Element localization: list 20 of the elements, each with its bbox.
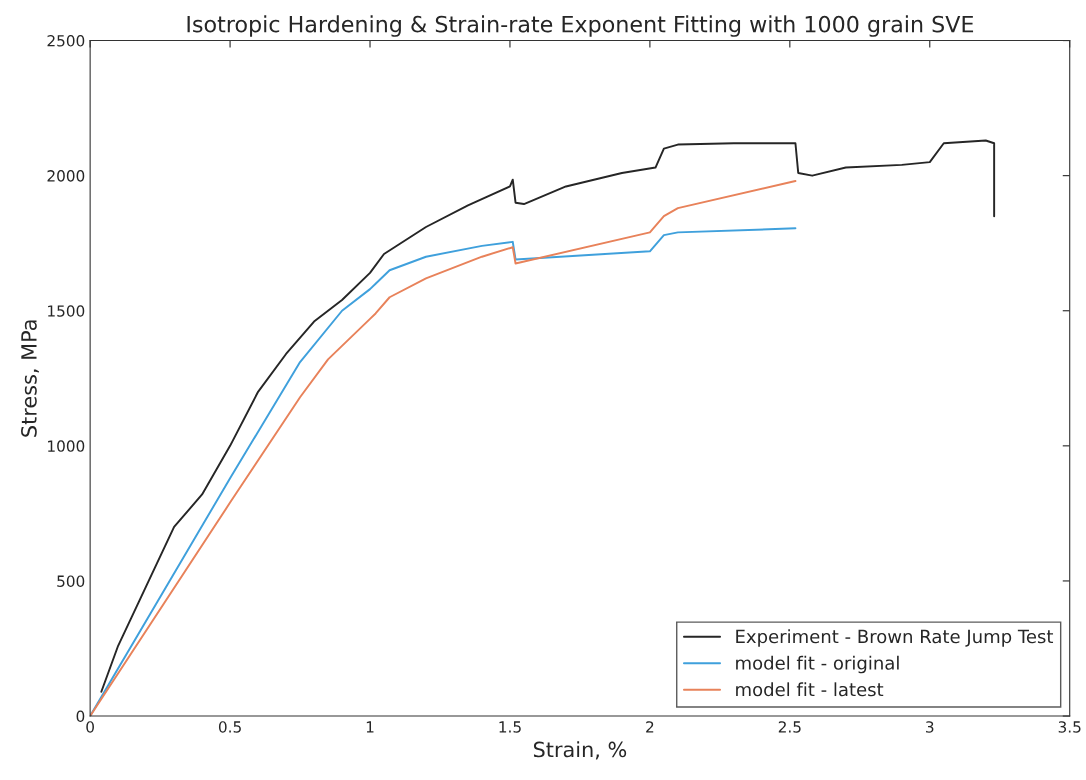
- y-tick-label: 1000: [48, 440, 85, 452]
- y-tick-label: 0: [76, 710, 85, 723]
- x-tick-label: 1.5: [499, 721, 521, 733]
- legend-label: model fit - original: [736, 655, 899, 674]
- chart-title: Isotropic Hardening & Strain-rate Exponent Fitting with 1000 grain SVE: [187, 15, 974, 37]
- x-tick-label: 1: [366, 721, 374, 733]
- y-tick-label: 2000: [47, 170, 85, 182]
- x-tick-label: 3: [926, 721, 934, 733]
- y-tick-label: 2500: [47, 35, 85, 47]
- y-tick-label: 500: [57, 575, 85, 587]
- x-tick-label: 2.5: [778, 721, 801, 733]
- x-tick-label: 0.5: [218, 721, 241, 733]
- y-tick-label: 1500: [48, 305, 85, 317]
- x-tick-label: 0: [86, 721, 94, 733]
- legend-label: model fit - latest: [736, 682, 884, 697]
- x-tick-label: 3.5: [1058, 721, 1081, 733]
- x-axis-title: Strain, %: [533, 741, 627, 760]
- y-axis-title: Stress, MPa: [21, 320, 39, 437]
- x-tick-label: 2: [646, 721, 654, 733]
- legend-label: Experiment - Brown Rate Jump Test: [736, 629, 1054, 647]
